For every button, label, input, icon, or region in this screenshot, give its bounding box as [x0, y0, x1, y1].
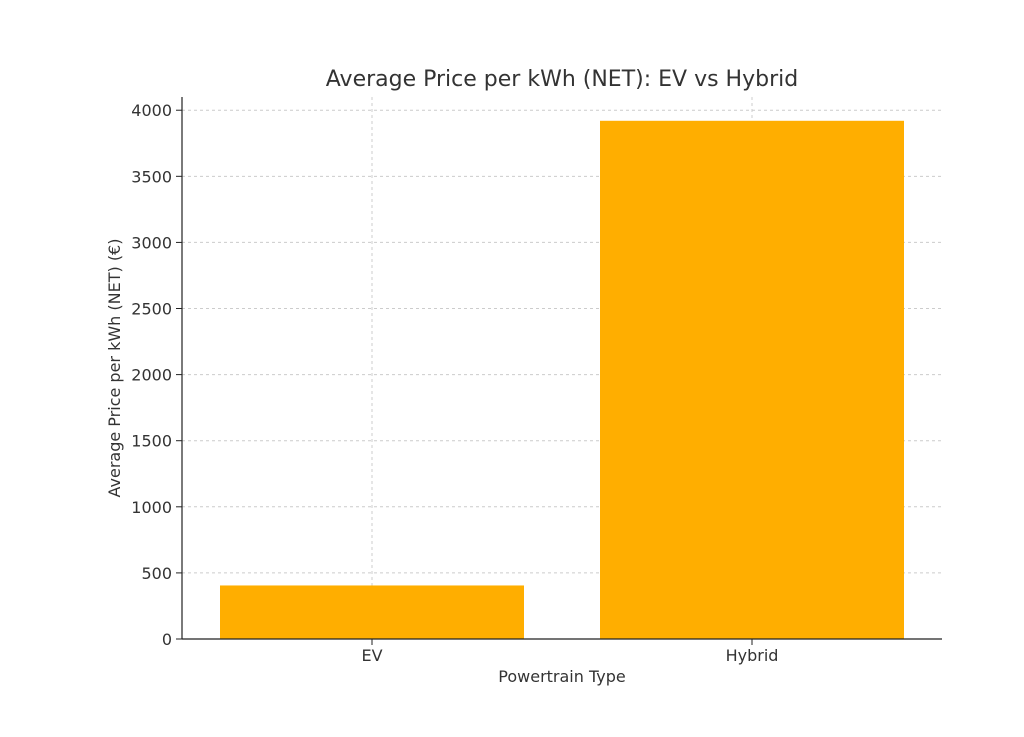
y-tick-label: 2000: [131, 366, 172, 385]
y-tick-labels: 0 500 1000 1500 2000 2500 3000 3500 4000: [131, 101, 172, 649]
y-tick-label: 500: [141, 564, 172, 583]
y-tick-label: 3000: [131, 233, 172, 252]
y-axis-label: Average Price per kWh (NET) (€): [105, 239, 124, 498]
bar-hybrid: [600, 120, 904, 640]
x-tick-label-hybrid: Hybrid: [726, 646, 779, 665]
x-tick-labels: EV Hybrid: [361, 646, 778, 665]
y-tick-label: 0: [162, 630, 172, 649]
x-tick-label-ev: EV: [361, 646, 382, 665]
bar-ev: [220, 585, 524, 639]
y-tick-label: 4000: [131, 101, 172, 120]
y-tick-label: 1000: [131, 498, 172, 517]
chart-title: Average Price per kWh (NET): EV vs Hybri…: [326, 67, 798, 92]
x-axis-label: Powertrain Type: [498, 667, 625, 686]
axes: [176, 97, 942, 645]
grid-lines: [182, 97, 942, 640]
bars: [220, 120, 904, 640]
y-tick-label: 3500: [131, 167, 172, 186]
y-tick-label: 2500: [131, 300, 172, 319]
y-tick-label: 1500: [131, 432, 172, 451]
